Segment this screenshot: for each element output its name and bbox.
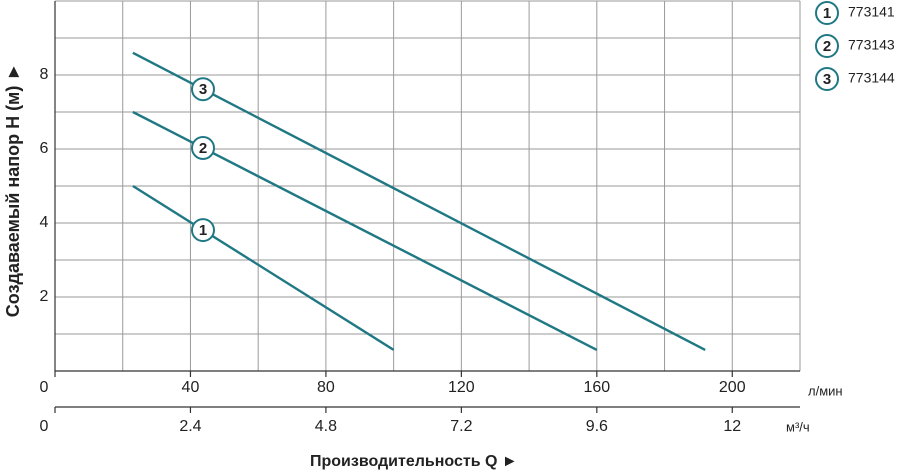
x-tick-label: 80 bbox=[317, 379, 335, 396]
x-tick-label: 120 bbox=[448, 379, 475, 396]
y-axis-title: Создаваемый напор H (м) ► bbox=[3, 63, 23, 317]
x2-unit: м³/ч bbox=[786, 419, 810, 434]
legend-marker-circle bbox=[815, 67, 839, 91]
legend-marker: 3 bbox=[823, 71, 831, 88]
x2-tick-label: 12 bbox=[723, 418, 741, 435]
x-axis-title: Производительность Q ► bbox=[310, 453, 518, 470]
x2-tick-label: 0 bbox=[40, 418, 49, 435]
curve-marker: 2 bbox=[199, 140, 207, 157]
x-tick-label: 200 bbox=[719, 379, 746, 396]
curve-marker: 3 bbox=[199, 81, 207, 98]
y-tick-label: 6 bbox=[40, 140, 49, 157]
legend-marker: 2 bbox=[823, 38, 831, 55]
legend-marker-circle bbox=[815, 34, 839, 58]
legend-marker-circle bbox=[815, 1, 839, 25]
x-tick-label: 0 bbox=[40, 379, 49, 396]
legend-marker: 1 bbox=[823, 5, 831, 22]
x2-tick-label: 7.2 bbox=[450, 418, 472, 435]
y-tick-label: 4 bbox=[40, 214, 49, 231]
curve bbox=[132, 184, 395, 351]
x2-tick-label: 4.8 bbox=[315, 418, 337, 435]
x2-tick-label: 9.6 bbox=[586, 418, 608, 435]
legend-label: 773141 bbox=[848, 4, 895, 20]
curve bbox=[132, 51, 706, 351]
x-unit: л/мин bbox=[808, 383, 843, 398]
curve-marker-circle bbox=[191, 77, 215, 102]
y-tick-label: 2 bbox=[40, 288, 49, 305]
curve-marker-circle bbox=[191, 135, 215, 160]
x-tick-label: 40 bbox=[182, 379, 200, 396]
curve-marker: 1 bbox=[199, 222, 207, 239]
x-tick-label: 160 bbox=[583, 379, 610, 396]
x2-tick-label: 2.4 bbox=[179, 418, 201, 435]
y-tick-label: 8 bbox=[40, 66, 49, 83]
curve-marker-circle bbox=[191, 218, 215, 243]
legend-label: 773144 bbox=[848, 70, 895, 86]
legend-label: 773143 bbox=[848, 37, 895, 53]
